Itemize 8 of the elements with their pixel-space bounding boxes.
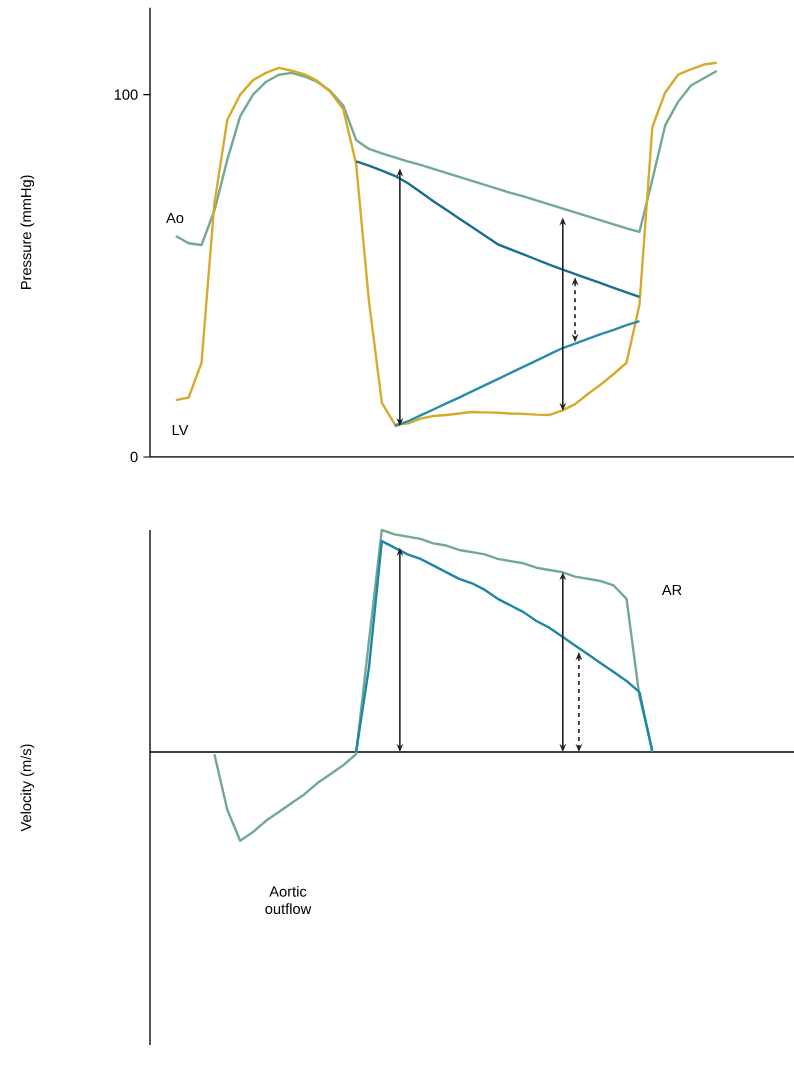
y-axis-title: Velocity (m/s) <box>20 744 35 832</box>
annotation: AR <box>661 584 682 596</box>
text: Aortic outflow <box>265 885 312 915</box>
annotation: LV <box>172 424 189 436</box>
y-tick-label: 100 <box>114 89 138 100</box>
annotation: Ao <box>166 212 184 224</box>
y-axis-title: Pressure (mmHg) <box>20 175 35 289</box>
y-tick-label: 0 <box>130 451 138 463</box>
